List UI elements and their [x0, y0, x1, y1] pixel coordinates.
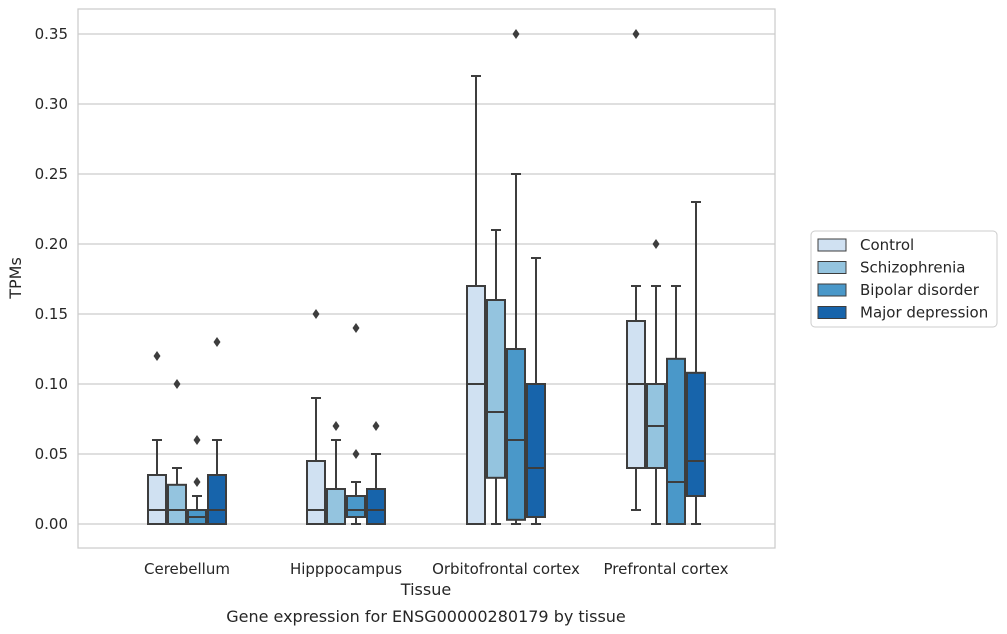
outlier-marker: [352, 449, 360, 459]
y-tick-label: 0.15: [35, 305, 68, 323]
legend-label: Bipolar disorder: [860, 281, 980, 299]
box-body: [346, 495, 366, 518]
y-tick-label: 0.35: [35, 25, 68, 43]
outlier-marker: [153, 351, 161, 361]
outlier-marker: [332, 421, 340, 431]
box-body: [147, 474, 167, 525]
box-body: [207, 474, 227, 525]
x-tick-label: Orbitofrontal cortex: [432, 560, 580, 578]
box-schizophrenia: [646, 239, 666, 525]
y-tick-label: 0.30: [35, 95, 68, 113]
x-tick-labels: Cerebellum Hipppocampus Orbitofrontal cort…: [144, 560, 729, 578]
x-tick-label: Cerebellum: [144, 560, 230, 578]
box-control: [147, 351, 167, 525]
outlier-marker: [632, 29, 640, 39]
box-bipolar-disorder: [506, 29, 526, 525]
legend-swatch: [817, 238, 847, 252]
box-major-depression: [207, 337, 227, 525]
box-body: [466, 285, 486, 525]
outlier-marker: [193, 435, 201, 445]
box-schizophrenia: [326, 421, 346, 525]
outlier-marker: [193, 477, 201, 487]
y-axis-label: TPMs: [6, 257, 25, 300]
y-tick-label: 0.00: [35, 515, 68, 533]
y-tick-label: 0.05: [35, 445, 68, 463]
outlier-marker: [312, 309, 320, 319]
legend-swatch: [817, 261, 847, 274]
box-bipolar-disorder: [187, 435, 207, 525]
legend-frame: [810, 230, 998, 328]
box-control: [626, 29, 646, 511]
legend-swatch: [817, 283, 847, 297]
y-tick-label: 0.25: [35, 165, 68, 183]
box-body: [506, 348, 526, 521]
outlier-marker: [213, 337, 221, 347]
x-tick-label: Prefrontal cortex: [604, 560, 729, 578]
box-body: [526, 383, 546, 518]
box-body: [626, 320, 646, 469]
legend-swatch: [817, 306, 847, 319]
box-body: [306, 460, 326, 525]
box-schizophrenia: [167, 379, 187, 525]
legend-label: Major depression: [860, 304, 988, 322]
y-tick-label: 0.20: [35, 235, 68, 253]
y-gridlines: [78, 33, 775, 525]
box-major-depression: [366, 421, 386, 525]
legend: Control Schizophrenia Bipolar disorder Majo…: [810, 230, 998, 328]
box-major-depression: [526, 257, 546, 525]
outlier-marker: [173, 379, 181, 389]
boxes: [147, 29, 706, 525]
box-control: [306, 309, 326, 525]
box-major-depression: [686, 201, 706, 525]
outlier-marker: [512, 29, 520, 39]
plot-area-frame: [77, 8, 776, 549]
x-tick-label: Hipppocampus: [290, 560, 402, 578]
box-control: [466, 75, 486, 525]
box-body: [167, 483, 187, 525]
box-bipolar-disorder: [666, 285, 686, 525]
outlier-marker: [372, 421, 380, 431]
y-tick-label: 0.10: [35, 375, 68, 393]
box-body: [486, 299, 506, 479]
box-body: [366, 488, 386, 525]
legend-label: Schizophrenia: [860, 259, 965, 277]
legend-label: Control: [860, 236, 914, 254]
y-tick-labels: 0.00 0.05 0.10 0.15 0.20 0.25 0.30 0.35: [35, 25, 68, 533]
outlier-marker: [652, 239, 660, 249]
outlier-marker: [352, 323, 360, 333]
box-bipolar-disorder: [346, 323, 366, 525]
box-body: [666, 357, 686, 525]
box-body: [326, 488, 346, 525]
chart-caption: Gene expression for ENSG00000280179 by t…: [226, 607, 626, 626]
box-body: [686, 371, 706, 497]
box-schizophrenia: [486, 229, 506, 525]
x-axis-label: Tissue: [400, 580, 451, 599]
